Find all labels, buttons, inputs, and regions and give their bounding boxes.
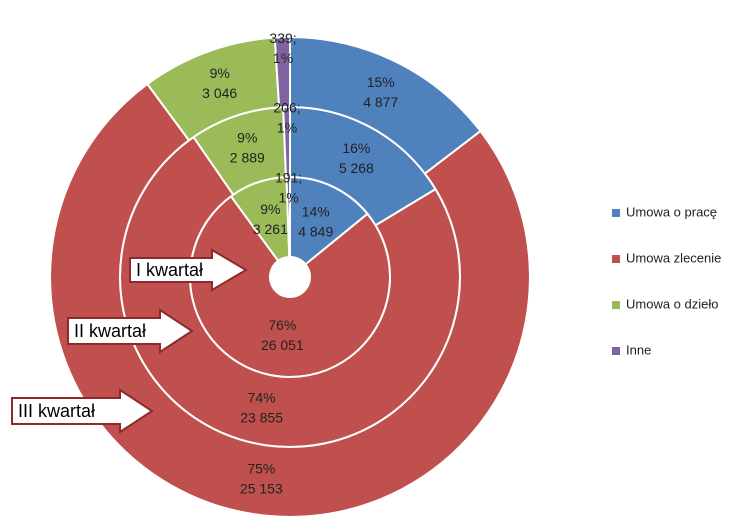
callout-arrow xyxy=(129,248,248,292)
data-label: 206; xyxy=(273,100,300,116)
data-label: 339; xyxy=(269,30,296,46)
data-label: 3 261 xyxy=(253,221,288,237)
data-label: 15% xyxy=(367,74,395,90)
ring-name: I kwartał xyxy=(136,260,203,280)
rings xyxy=(49,35,531,518)
ring-callout: II kwartał xyxy=(67,308,194,354)
data-label: 26 051 xyxy=(261,337,304,353)
callout-arrow xyxy=(67,308,194,354)
legend-text: Inne xyxy=(626,342,651,357)
data-label: 4 849 xyxy=(298,224,333,240)
legend-text: Umowa zlecenie xyxy=(626,250,721,265)
data-label: 5 268 xyxy=(339,160,374,176)
legend-swatch xyxy=(612,209,620,217)
ring-name: III kwartał xyxy=(18,401,95,421)
data-label: 3 046 xyxy=(202,85,237,101)
data-label: 9% xyxy=(237,130,257,146)
legend-swatch xyxy=(612,347,620,355)
data-label: 1% xyxy=(273,50,293,66)
legend-swatch xyxy=(612,301,620,309)
labels: 14% 4 849 76% 26 051 9% 3 261 191; 1% 16% 5 268 74… xyxy=(202,30,398,497)
data-label: 74% xyxy=(248,390,276,406)
data-label: 1% xyxy=(277,120,297,136)
data-label: 25 153 xyxy=(240,481,283,497)
ring-callout: I kwartał xyxy=(129,248,248,292)
data-label: 16% xyxy=(342,140,370,156)
callout-arrow xyxy=(11,388,154,434)
data-label: 191; xyxy=(275,170,302,186)
ring-callout: III kwartał xyxy=(11,388,154,434)
data-label: 76% xyxy=(268,317,296,333)
legend-swatch xyxy=(612,255,620,263)
ring-border xyxy=(49,36,531,518)
data-label: 14% xyxy=(302,204,330,220)
data-label: 9% xyxy=(260,201,280,217)
data-label: 4 877 xyxy=(363,94,398,110)
data-label: 23 855 xyxy=(240,410,283,426)
legend: Umowa o pracę Umowa zlecenie Umowa o dzieł… xyxy=(612,204,721,357)
data-label: 75% xyxy=(247,461,275,477)
ring-name: II kwartał xyxy=(74,321,146,341)
legend-text: Umowa o pracę xyxy=(626,204,717,219)
data-label: 9% xyxy=(210,65,230,81)
data-label: 2 889 xyxy=(230,150,265,166)
data-label: 1% xyxy=(279,190,299,206)
legend-text: Umowa o dzieło xyxy=(626,296,719,311)
